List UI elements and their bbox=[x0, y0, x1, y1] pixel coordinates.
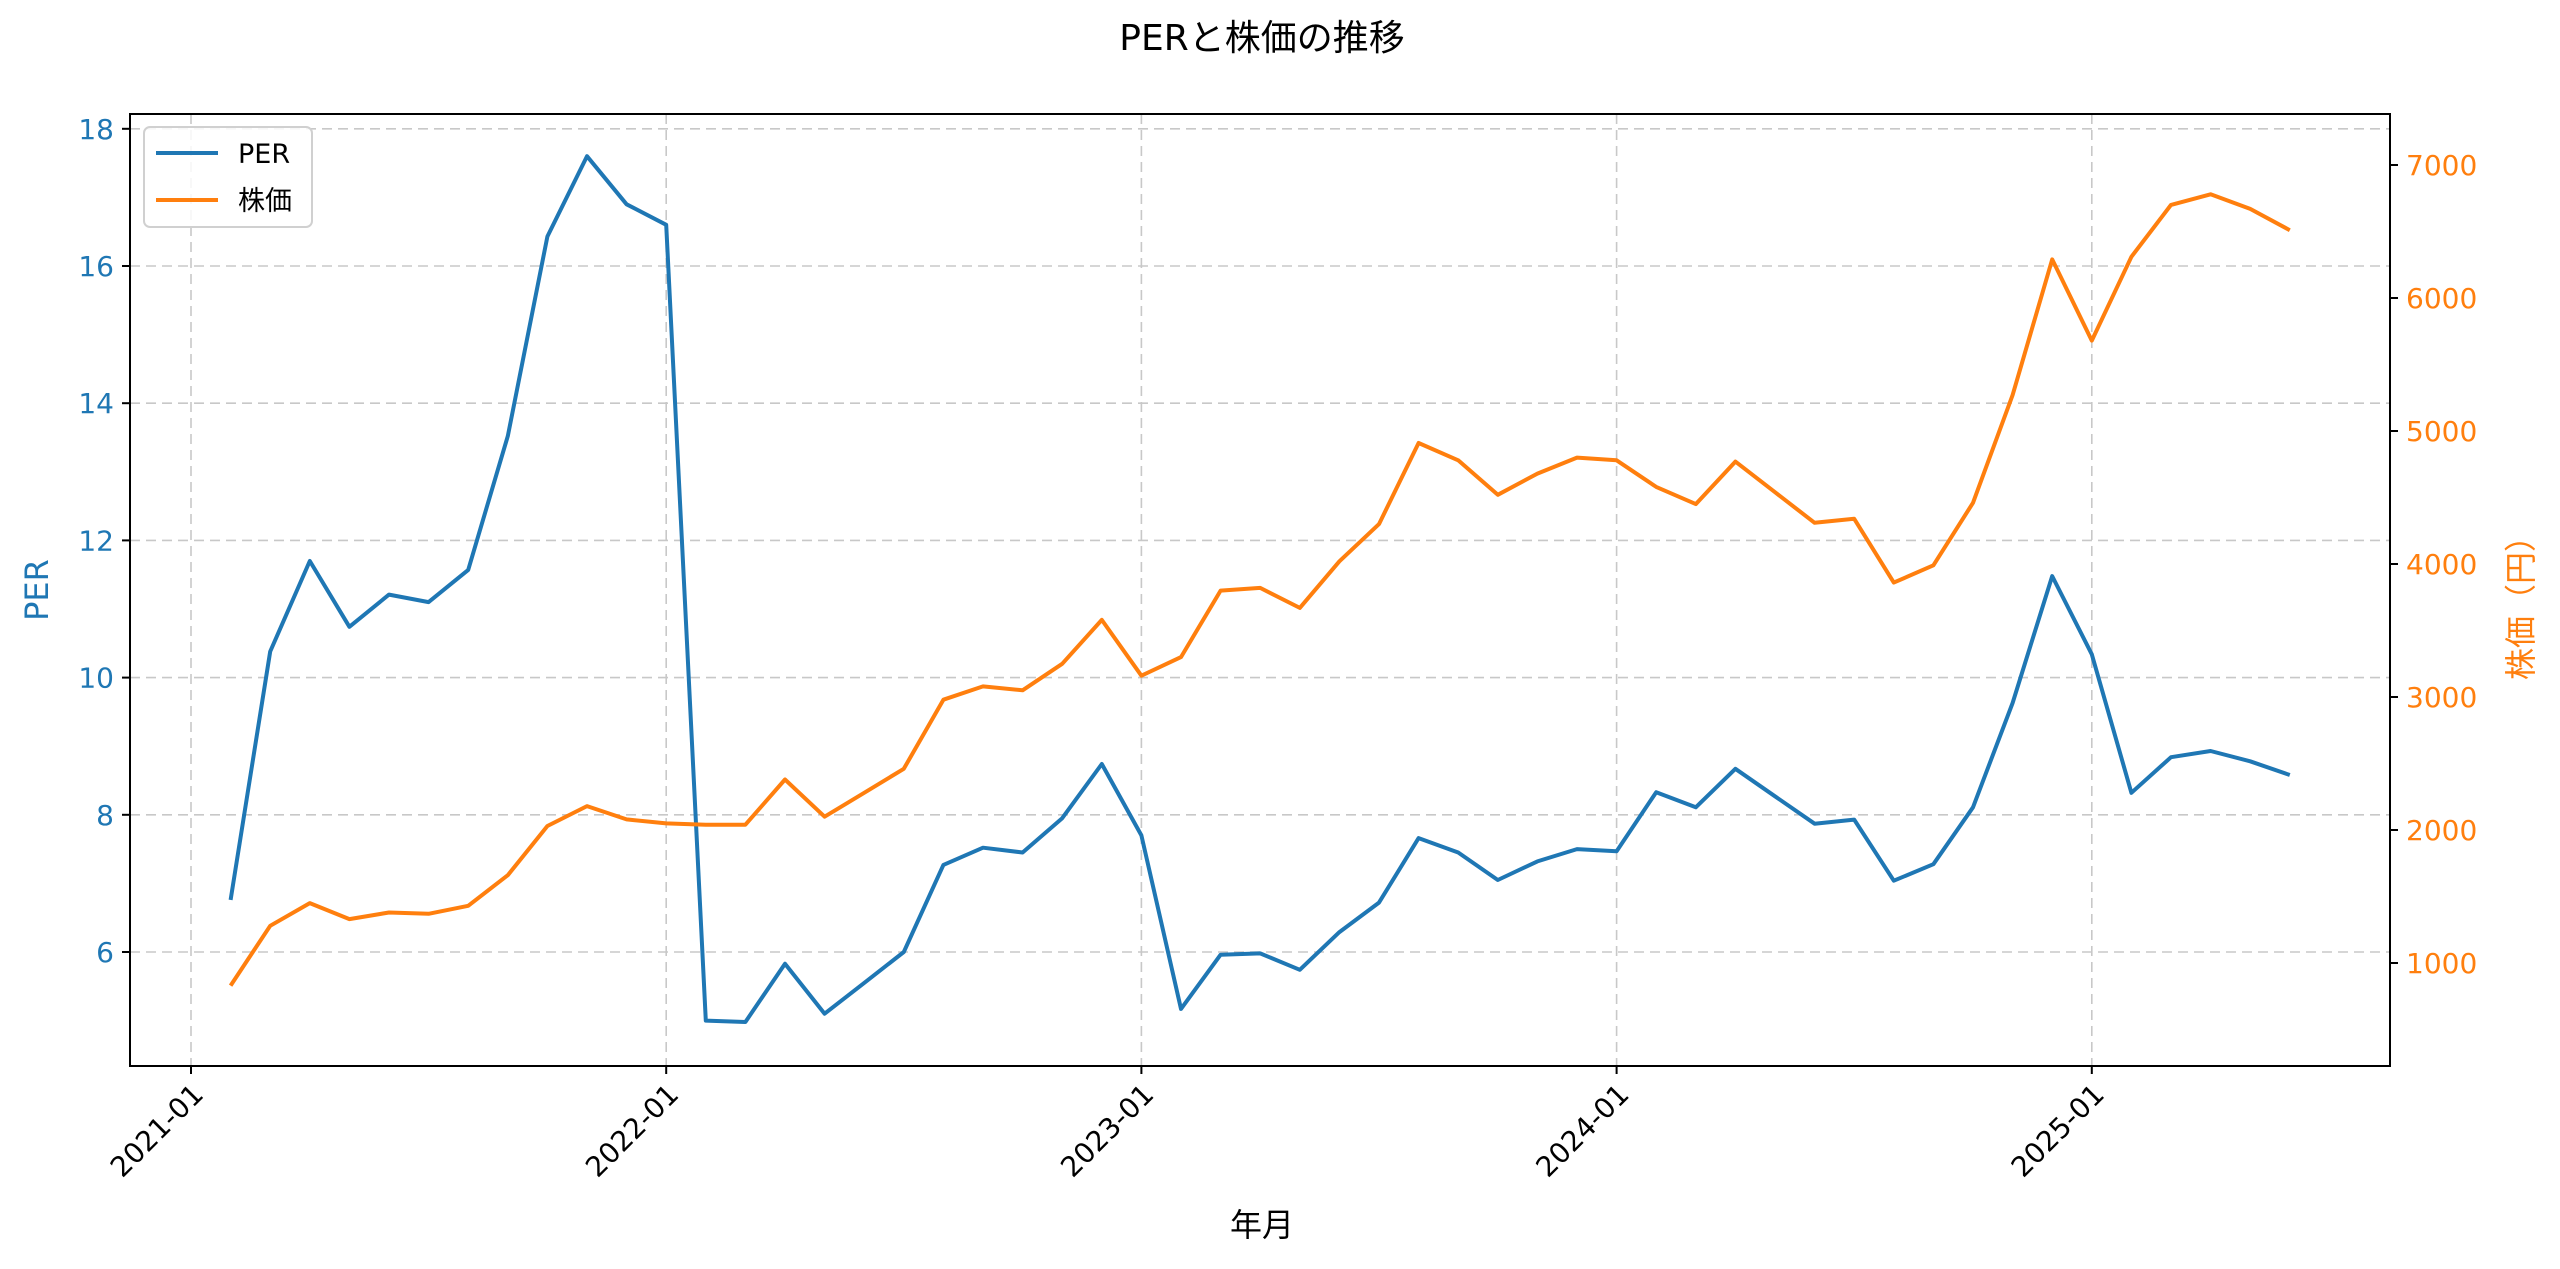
x-axis-label: 年月 bbox=[1230, 1206, 1294, 1244]
left-tick-label: 18 bbox=[78, 113, 114, 146]
x-axis: 2021-01 2022-01 2023-01 2024-01 2025-01 bbox=[104, 1066, 2111, 1184]
right-tick-label: 1000 bbox=[2406, 947, 2477, 980]
legend-per-label: PER bbox=[238, 139, 290, 170]
left-tick-label: 6 bbox=[96, 936, 114, 969]
price-line bbox=[228, 192, 2291, 987]
x-tick-label: 2021-01 bbox=[104, 1078, 210, 1184]
right-tick-label: 5000 bbox=[2406, 415, 2477, 448]
right-tick-label: 6000 bbox=[2406, 282, 2477, 315]
right-y-axis-label: 株価（円） bbox=[2502, 520, 2540, 680]
left-tick-label: 14 bbox=[78, 387, 114, 420]
left-tick-label: 10 bbox=[78, 662, 114, 695]
right-tick-label: 2000 bbox=[2406, 814, 2477, 847]
plot-lines bbox=[228, 154, 2291, 1024]
left-y-axis: 6 8 10 12 14 16 18 bbox=[78, 113, 130, 969]
right-tick-label: 3000 bbox=[2406, 681, 2477, 714]
legend-price-label: 株価 bbox=[238, 186, 292, 217]
left-y-axis-label: PER bbox=[18, 559, 56, 621]
x-tick-label: 2023-01 bbox=[1054, 1078, 1160, 1184]
grid bbox=[130, 114, 2390, 1066]
x-tick-label: 2024-01 bbox=[1529, 1078, 1635, 1184]
right-y-axis: 1000 2000 3000 4000 5000 6000 7000 bbox=[2390, 149, 2477, 980]
x-tick-label: 2022-01 bbox=[579, 1078, 685, 1184]
x-tick-label: 2025-01 bbox=[2005, 1078, 2111, 1184]
left-tick-label: 16 bbox=[78, 250, 114, 283]
right-tick-label: 7000 bbox=[2406, 149, 2477, 182]
plot-frame bbox=[129, 113, 2391, 1067]
legend: PER 株価 bbox=[143, 126, 313, 228]
left-tick-label: 8 bbox=[96, 799, 114, 832]
per-line bbox=[228, 154, 2291, 1024]
right-tick-label: 4000 bbox=[2406, 548, 2477, 581]
chart-title: PERと株価の推移 bbox=[1119, 18, 1404, 59]
left-tick-label: 12 bbox=[78, 524, 114, 557]
